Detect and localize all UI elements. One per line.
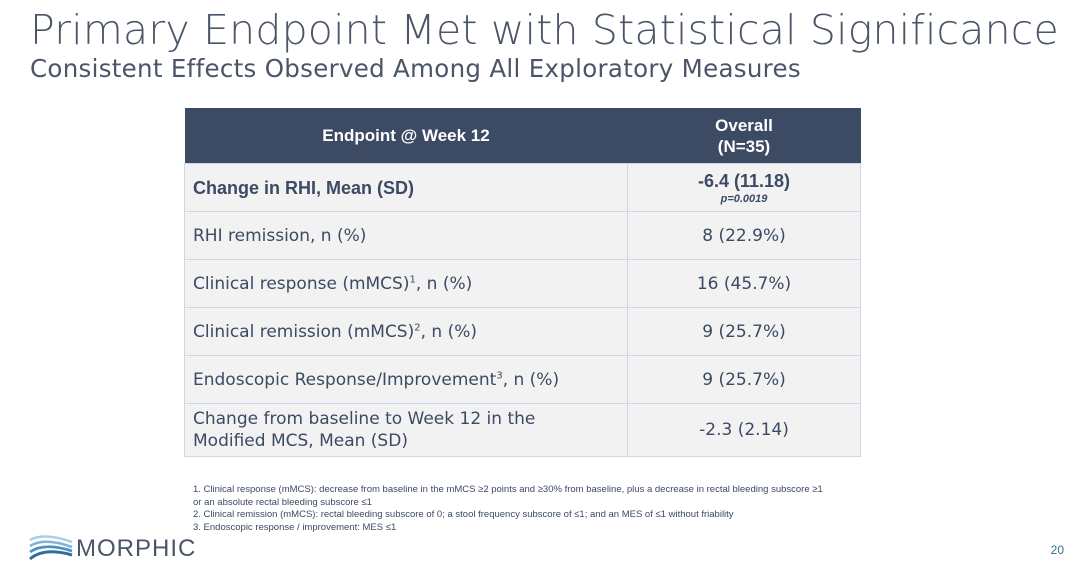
slide-subtitle: Consistent Effects Observed Among All Ex… bbox=[30, 54, 801, 83]
row-label-line2: Modified MCS, Mean (SD) bbox=[193, 431, 408, 451]
row-value: 9 (25.7%) bbox=[627, 307, 861, 356]
footnotes: 1. Clinical response (mMCS): decrease fr… bbox=[193, 484, 833, 534]
footnote-2: 2. Clinical remission (mMCS): rectal ble… bbox=[193, 509, 734, 520]
p-value: p=0.0019 bbox=[720, 192, 768, 205]
table-row: Clinical remission (mMCS)2, n (%) 9 (25.… bbox=[184, 307, 861, 356]
row-value-main: -6.4 (11.18) bbox=[697, 170, 791, 191]
row-label-suffix: , n (%) bbox=[502, 369, 560, 390]
header-overall-line1: Overall bbox=[715, 115, 773, 135]
endpoint-table: Endpoint @ Week 12 Overall (N=35) Change… bbox=[184, 108, 861, 457]
logo-text: MORPHIC bbox=[76, 535, 197, 562]
row-value: 16 (45.7%) bbox=[627, 259, 861, 308]
row-label-suffix: , n (%) bbox=[420, 321, 478, 342]
footnote-ref: 3 bbox=[496, 369, 503, 381]
table-row: Change from baseline to Week 12 in the M… bbox=[184, 403, 861, 457]
row-value: 8 (22.9%) bbox=[627, 211, 861, 260]
row-label: Clinical response (mMCS)1, n (%) bbox=[184, 259, 628, 308]
row-label-suffix: , n (%) bbox=[415, 273, 473, 294]
footnote-3: 3. Endoscopic response / improvement: ME… bbox=[193, 521, 397, 533]
row-label-text: Clinical remission (mMCS) bbox=[193, 321, 415, 342]
row-value: 9 (25.7%) bbox=[627, 355, 861, 404]
header-overall-line2: (N=35) bbox=[717, 136, 771, 156]
row-value: -6.4 (11.18) p=0.0019 bbox=[627, 163, 861, 212]
row-label: Clinical remission (mMCS)2, n (%) bbox=[184, 307, 628, 356]
row-label: Endoscopic Response/Improvement3, n (%) bbox=[184, 355, 628, 404]
row-label-text: Clinical response (mMCS) bbox=[193, 273, 410, 294]
row-label: RHI remission, n (%) bbox=[184, 211, 628, 260]
page-number: 20 bbox=[1050, 543, 1064, 557]
row-label: Change in RHI, Mean (SD) bbox=[184, 163, 628, 212]
table-row: Clinical response (mMCS)1, n (%) 16 (45.… bbox=[184, 259, 861, 308]
footnote-ref: 1 bbox=[409, 273, 416, 285]
row-value: -2.3 (2.14) bbox=[627, 403, 861, 457]
footnote-1: 1. Clinical response (mMCS): decrease fr… bbox=[193, 484, 823, 508]
header-endpoint: Endpoint @ Week 12 bbox=[184, 108, 628, 164]
table-row: Endoscopic Response/Improvement3, n (%) … bbox=[184, 355, 861, 404]
header-overall: Overall (N=35) bbox=[627, 108, 861, 164]
logo-waves-icon bbox=[29, 535, 73, 561]
morphic-logo: MORPHIC bbox=[28, 532, 196, 566]
table-row: RHI remission, n (%) 8 (22.9%) bbox=[184, 211, 861, 260]
slide-title: Primary Endpoint Met with Statistical Si… bbox=[30, 6, 1059, 54]
row-label-text: Endoscopic Response/Improvement bbox=[193, 369, 497, 390]
footnote-ref: 2 bbox=[414, 321, 421, 333]
table-header-row: Endpoint @ Week 12 Overall (N=35) bbox=[184, 108, 861, 164]
row-label-line1: Change from baseline to Week 12 in the bbox=[193, 409, 536, 429]
row-label: Change from baseline to Week 12 in the M… bbox=[184, 403, 628, 457]
table-row: Change in RHI, Mean (SD) -6.4 (11.18) p=… bbox=[184, 163, 861, 212]
